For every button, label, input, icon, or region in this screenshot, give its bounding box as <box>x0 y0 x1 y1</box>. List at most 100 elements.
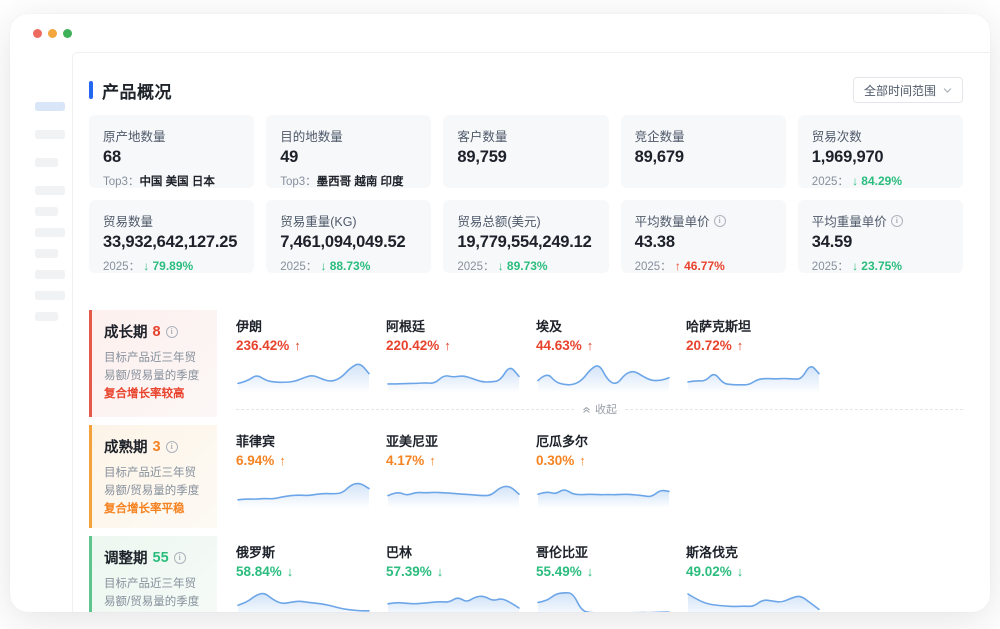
page-title: 产品概况 <box>102 82 172 102</box>
country-item: 伊朗 236.42% ↑ <box>236 316 386 398</box>
country-name: 巴林 <box>386 545 413 561</box>
country-name: 埃及 <box>536 319 563 334</box>
stat-card-destination-count: 目的地数量 49 Top3：墨西哥 越南 印度 <box>266 115 432 188</box>
sparkline-chart <box>536 470 686 513</box>
country-name: 哈萨克斯坦 <box>686 319 752 334</box>
sparkline-chart <box>236 355 386 398</box>
titlebar <box>10 14 990 52</box>
section-desc: 目标产品近三年贸易额/贸易量的季度复合增长率呈负 <box>104 578 200 609</box>
minimize-window-icon[interactable] <box>48 28 57 38</box>
stat-sub: 2025： ↓ 23.75% <box>811 259 902 273</box>
stat-value: 89,679 <box>634 148 684 166</box>
country-item: 巴林 57.39% ↓ <box>386 542 536 612</box>
trend-down-icon: ↓ <box>286 564 294 580</box>
stat-card-trade-count: 贸易次数 1,969,970 2025： ↓ 84.29% <box>797 115 963 188</box>
country-item: 俄罗斯 58.84% ↓ <box>236 542 386 612</box>
stat-label: 竞企数量 <box>634 130 685 144</box>
country-percent: 220.42% ↑ <box>386 338 451 353</box>
info-icon[interactable] <box>713 214 726 227</box>
chevron-down-icon <box>943 87 952 93</box>
time-range-value: 全部时间范围 <box>863 83 936 98</box>
sparkline-chart <box>386 470 536 513</box>
info-icon[interactable] <box>173 551 186 564</box>
country-name: 亚美尼亚 <box>386 434 439 449</box>
stat-label: 平均数量单价 <box>635 211 772 230</box>
stat-value: 7,461,094,049.52 <box>280 233 406 251</box>
maximize-window-icon[interactable] <box>63 28 72 38</box>
stat-sub: Top3：墨西哥 越南 印度 <box>280 176 404 188</box>
trend-up-icon: ↑ <box>586 338 594 353</box>
country-percent: 58.84% ↓ <box>236 564 294 580</box>
info-icon[interactable] <box>165 440 178 453</box>
stat-label: 贸易重量(KG) <box>280 215 357 229</box>
sidebar-skeleton-item <box>35 228 65 237</box>
section-mature: 成熟期 3 目标产品近三年贸易额/贸易量的季度复合增长率平稳 菲律宾 6.94%… <box>89 425 963 529</box>
section-title: 调整期 <box>104 551 148 568</box>
stat-value: 33,932,642,127.25 <box>103 233 238 251</box>
country-name: 阿根廷 <box>386 319 426 334</box>
app-window: 产品概况 全部时间范围 原产地数量 68 Top3：中国 美国 日本 目的地数量… <box>10 14 990 612</box>
stat-label: 客户数量 <box>457 130 508 144</box>
stat-card-trade-amount: 贸易总额(美元) 19,779,554,249.12 2025： ↓ 89.73… <box>443 200 609 273</box>
sparkline-chart <box>686 581 836 612</box>
stat-card-competitor-count: 竞企数量 89,679 <box>620 115 786 188</box>
country-name: 俄罗斯 <box>236 545 276 561</box>
title-accent-bar <box>89 81 93 99</box>
trend-up-icon: ↑ <box>736 338 744 353</box>
section-adjust: 调整期 55 目标产品近三年贸易额/贸易量的季度复合增长率呈负 俄罗斯 58.8… <box>89 536 963 612</box>
time-range-select[interactable]: 全部时间范围 <box>852 77 963 103</box>
stat-value: 34.59 <box>811 233 853 251</box>
sparkline-chart <box>386 581 536 612</box>
trend-down-icon: ↓ <box>852 259 859 273</box>
stat-sub: 2025： ↓ 88.73% <box>280 259 371 273</box>
trend-up-icon: ↑ <box>674 259 681 273</box>
country-item: 埃及 44.63% ↑ <box>536 316 686 398</box>
stat-label: 贸易数量 <box>103 215 154 229</box>
section-desc: 目标产品近三年贸易额/贸易量的季度复合增长率平稳 <box>104 467 200 515</box>
info-icon[interactable] <box>165 325 178 338</box>
trend-up-icon: ↑ <box>429 453 436 468</box>
sidebar <box>10 52 72 612</box>
sparkline-chart <box>536 355 686 398</box>
country-item: 亚美尼亚 4.17% ↑ <box>386 431 536 513</box>
stat-card-trade-weight: 贸易重量(KG) 7,461,094,049.52 2025： ↓ 88.73% <box>266 200 432 273</box>
section-count: 3 <box>152 438 161 455</box>
trend-down-icon: ↓ <box>143 259 150 273</box>
trend-up-icon: ↑ <box>579 453 586 468</box>
close-window-icon[interactable] <box>33 28 42 38</box>
sparkline-chart <box>686 355 836 398</box>
stat-label: 平均重量单价 <box>812 211 949 230</box>
stat-sub: 2025： ↑ 46.77% <box>634 259 725 273</box>
stat-value: 68 <box>103 148 121 166</box>
section-growth-label: 成长期 8 目标产品近三年贸易额/贸易量的季度复合增长率较高 <box>89 310 217 417</box>
section-growth: 成长期 8 目标产品近三年贸易额/贸易量的季度复合增长率较高 伊朗 236.42… <box>89 310 963 417</box>
collapse-toggle[interactable]: 收起 <box>236 401 963 417</box>
stat-sub: 2025： ↓ 89.73% <box>457 259 548 273</box>
country-percent: 4.17% ↑ <box>386 453 436 468</box>
sidebar-skeleton-item <box>35 207 58 216</box>
country-percent: 57.39% ↓ <box>386 564 444 580</box>
country-percent: 0.30% ↑ <box>536 453 586 468</box>
trend-up-icon: ↑ <box>444 338 451 353</box>
info-icon[interactable] <box>890 214 903 227</box>
country-percent: 6.94% ↑ <box>236 453 286 468</box>
sidebar-skeleton-item <box>35 291 65 300</box>
stats-row-2: 贸易数量 33,932,642,127.25 2025： ↓ 79.89% 贸易… <box>89 200 963 273</box>
country-name: 菲律宾 <box>236 434 276 449</box>
stats-row-1: 原产地数量 68 Top3：中国 美国 日本 目的地数量 49 Top3：墨西哥… <box>89 115 963 188</box>
country-name: 斯洛伐克 <box>686 545 739 561</box>
country-item: 哥伦比亚 55.49% ↓ <box>536 542 686 612</box>
trend-down-icon: ↓ <box>852 174 859 188</box>
section-title: 成熟期 <box>104 440 148 456</box>
stat-label: 贸易总额(美元) <box>457 215 541 229</box>
sidebar-skeleton-item <box>35 130 65 139</box>
sparkline-chart <box>536 581 686 612</box>
stat-value: 49 <box>280 148 299 166</box>
section-title: 成长期 <box>104 325 148 341</box>
stat-sub: Top3：中国 美国 日本 <box>103 176 215 188</box>
main-panel: 产品概况 全部时间范围 原产地数量 68 Top3：中国 美国 日本 目的地数量… <box>72 52 990 612</box>
trend-up-icon: ↑ <box>279 453 286 468</box>
stat-label: 目的地数量 <box>280 130 343 144</box>
sidebar-skeleton-item <box>35 249 58 258</box>
stat-value: 1,969,970 <box>811 148 884 166</box>
